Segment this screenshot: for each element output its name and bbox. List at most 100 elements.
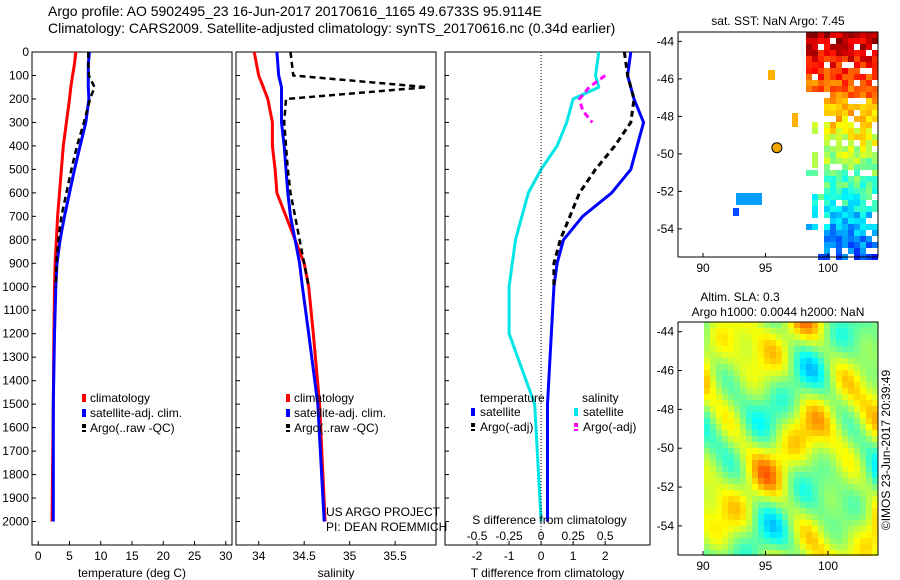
- sla-cell: [818, 376, 824, 382]
- sla-cell: [722, 394, 728, 400]
- sla-cell: [752, 502, 758, 508]
- sst-cell: [842, 218, 848, 224]
- sla-cell: [710, 322, 716, 328]
- sla-cell: [770, 376, 776, 382]
- sla-cell: [818, 436, 824, 442]
- sst-cell: [848, 80, 854, 86]
- sst-cell: [842, 134, 848, 140]
- sla-cell: [848, 346, 854, 352]
- sla-cell: [818, 346, 824, 352]
- sst-cell: [836, 212, 842, 218]
- sla-cell: [842, 508, 848, 514]
- sla-cell: [728, 484, 734, 490]
- sla-cell: [830, 418, 836, 424]
- sla-cell: [716, 376, 722, 382]
- sla-cell: [836, 538, 842, 544]
- sla-cell: [812, 400, 818, 406]
- sla-cell: [734, 430, 740, 436]
- legend-label: satellite: [583, 405, 624, 419]
- sst-cell: [866, 194, 872, 200]
- sla-cell: [860, 358, 866, 364]
- sla-cell: [848, 358, 854, 364]
- sla-cell: [794, 424, 800, 430]
- sla-cell: [752, 376, 758, 382]
- sst-cell: [860, 110, 866, 116]
- sla-cell: [752, 430, 758, 436]
- sla-cell: [788, 430, 794, 436]
- sla-cell: [824, 382, 830, 388]
- sst-cell: [830, 110, 836, 116]
- sst-cell: [866, 134, 872, 140]
- top-tick-label: 0.25: [561, 529, 585, 543]
- sla-cell: [782, 436, 788, 442]
- sla-cell: [788, 496, 794, 502]
- sla-cell: [806, 406, 812, 412]
- sst-cell: [842, 92, 848, 98]
- sla-cell: [782, 496, 788, 502]
- sla-cell: [830, 442, 836, 448]
- sla-cell: [842, 358, 848, 364]
- sla-cell: [710, 382, 716, 388]
- sla-cell: [848, 478, 854, 484]
- sst-cell: [824, 134, 830, 140]
- sla-cell: [770, 394, 776, 400]
- sst-cell: [812, 170, 818, 176]
- sst-cell: [854, 62, 860, 68]
- sla-cell: [770, 466, 776, 472]
- sla-cell: [812, 454, 818, 460]
- sla-cell: [830, 436, 836, 442]
- sla-cell: [794, 412, 800, 418]
- sla-cell: [740, 370, 746, 376]
- sst-cell: [866, 236, 872, 242]
- sst-cell: [812, 62, 818, 68]
- sla-cell: [740, 358, 746, 364]
- sla-cell: [764, 508, 770, 514]
- sst-cell: [830, 170, 836, 176]
- sla-cell: [866, 370, 872, 376]
- depth-tick-label: 1900: [2, 491, 29, 505]
- sla-cell: [842, 406, 848, 412]
- sla-cell: [728, 532, 734, 538]
- sla-cell: [728, 490, 734, 496]
- sla-cell: [704, 334, 710, 340]
- sst-cell: [824, 104, 830, 110]
- sla-cell: [806, 520, 812, 526]
- depth-tick-label: 1600: [2, 421, 29, 435]
- sla-cell: [764, 394, 770, 400]
- sla-cell: [836, 346, 842, 352]
- sla-cell: [722, 436, 728, 442]
- sla-cell: [842, 532, 848, 538]
- sla-cell: [812, 538, 818, 544]
- sla-cell: [728, 364, 734, 370]
- sla-cell: [740, 460, 746, 466]
- sla-cell: [794, 550, 800, 556]
- sst-cell: [824, 122, 830, 128]
- sla-cell: [800, 520, 806, 526]
- sst-cell: [854, 170, 860, 176]
- sla-cell: [872, 388, 878, 394]
- sst-cell: [860, 182, 866, 188]
- sla-cell: [770, 448, 776, 454]
- sla-cell: [746, 484, 752, 490]
- sla-cell: [734, 382, 740, 388]
- sst-cell: [836, 56, 842, 62]
- sla-cell: [704, 394, 710, 400]
- sla-cell: [866, 448, 872, 454]
- sla-cell: [764, 352, 770, 358]
- sst-cell: [860, 248, 866, 254]
- sla-cell: [740, 532, 746, 538]
- sla-cell: [860, 346, 866, 352]
- sla-cell: [812, 490, 818, 496]
- sst-cell: [872, 134, 878, 140]
- sla-cell: [752, 328, 758, 334]
- sla-cell: [812, 382, 818, 388]
- sla-cell: [704, 448, 710, 454]
- sla-cell: [860, 418, 866, 424]
- sla-cell: [704, 454, 710, 460]
- sla-cell: [854, 430, 860, 436]
- sla-cell: [842, 340, 848, 346]
- sst-cell: [854, 86, 860, 92]
- sla-cell: [800, 544, 806, 550]
- sla-cell: [800, 376, 806, 382]
- sla-cell: [776, 406, 782, 412]
